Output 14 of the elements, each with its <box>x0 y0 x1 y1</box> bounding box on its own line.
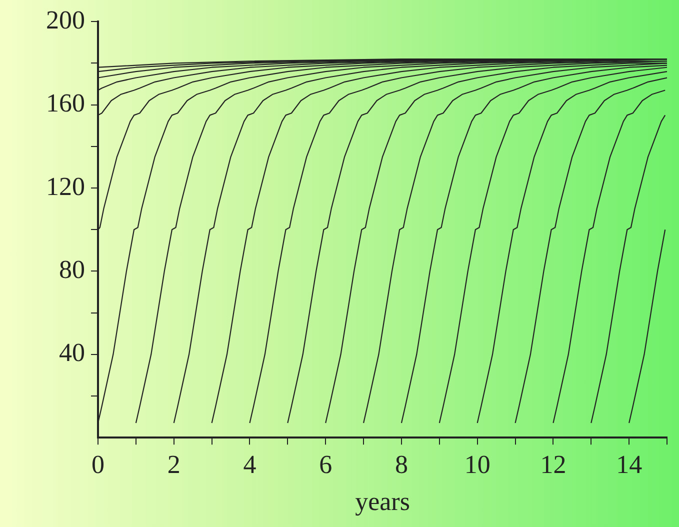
x-tick-label: 10 <box>464 450 490 480</box>
y-tick-label: 120 <box>46 172 85 201</box>
x-tick-label: 12 <box>540 450 566 480</box>
x-tick-label: 0 <box>92 450 104 480</box>
x-tick-label: 4 <box>243 450 256 480</box>
x-tick-label: 14 <box>616 450 642 480</box>
x-tick-label: 2 <box>167 450 180 480</box>
x-tick-label: 8 <box>394 450 408 480</box>
x-axis-title: years <box>355 487 410 516</box>
x-tick-label: 6 <box>319 450 332 480</box>
y-tick-label: 80 <box>59 255 85 284</box>
y-tick-label: 200 <box>46 5 85 34</box>
y-tick-label: 40 <box>59 338 85 368</box>
y-tick-label: 160 <box>46 88 85 118</box>
